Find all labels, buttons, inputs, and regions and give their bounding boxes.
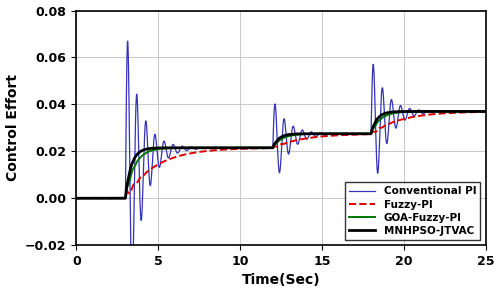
Line: Conventional PI: Conventional PI <box>76 41 486 288</box>
Conventional PI <box>274 122 280 126</box>
MNHPSO-JTVAC <box>90 197 96 200</box>
Y-axis label: Control Effort: Control Effort <box>6 74 20 181</box>
Fuzzy-PI <box>461 111 467 114</box>
MNHPSO-JTVAC <box>461 110 467 113</box>
MNHPSO-JTVAC <box>98 197 104 200</box>
GOA-Fuzzy-PI <box>75 197 81 200</box>
Line: Fuzzy-PI: Fuzzy-PI <box>76 112 486 198</box>
Fuzzy-PI <box>90 197 96 200</box>
Conventional PI <box>98 197 104 200</box>
Conventional PI <box>129 286 135 289</box>
GOA-Fuzzy-PI <box>461 110 467 113</box>
GOA-Fuzzy-PI <box>98 197 104 200</box>
GOA-Fuzzy-PI <box>74 197 80 200</box>
Conventional PI <box>74 197 80 200</box>
GOA-Fuzzy-PI <box>154 148 160 151</box>
Line: GOA-Fuzzy-PI: GOA-Fuzzy-PI <box>76 111 486 198</box>
GOA-Fuzzy-PI <box>482 110 488 113</box>
X-axis label: Time(Sec): Time(Sec) <box>242 273 320 287</box>
Fuzzy-PI <box>154 164 160 167</box>
MNHPSO-JTVAC <box>75 197 81 200</box>
Legend: Conventional PI, Fuzzy-PI, GOA-Fuzzy-PI, MNHPSO-JTVAC: Conventional PI, Fuzzy-PI, GOA-Fuzzy-PI,… <box>345 182 480 240</box>
Line: MNHPSO-JTVAC: MNHPSO-JTVAC <box>76 111 486 198</box>
Conventional PI <box>124 39 130 43</box>
Conventional PI <box>154 144 160 148</box>
Fuzzy-PI <box>98 197 104 200</box>
Fuzzy-PI <box>75 197 81 200</box>
GOA-Fuzzy-PI <box>90 197 96 200</box>
Conventional PI <box>90 197 96 200</box>
Fuzzy-PI <box>274 145 280 149</box>
Conventional PI <box>482 110 488 113</box>
Conventional PI <box>461 110 467 113</box>
MNHPSO-JTVAC <box>154 146 160 150</box>
Fuzzy-PI <box>74 197 80 200</box>
GOA-Fuzzy-PI <box>274 142 280 145</box>
Fuzzy-PI <box>482 110 488 114</box>
Conventional PI <box>75 197 81 200</box>
MNHPSO-JTVAC <box>482 110 488 113</box>
MNHPSO-JTVAC <box>274 140 280 143</box>
MNHPSO-JTVAC <box>74 197 80 200</box>
